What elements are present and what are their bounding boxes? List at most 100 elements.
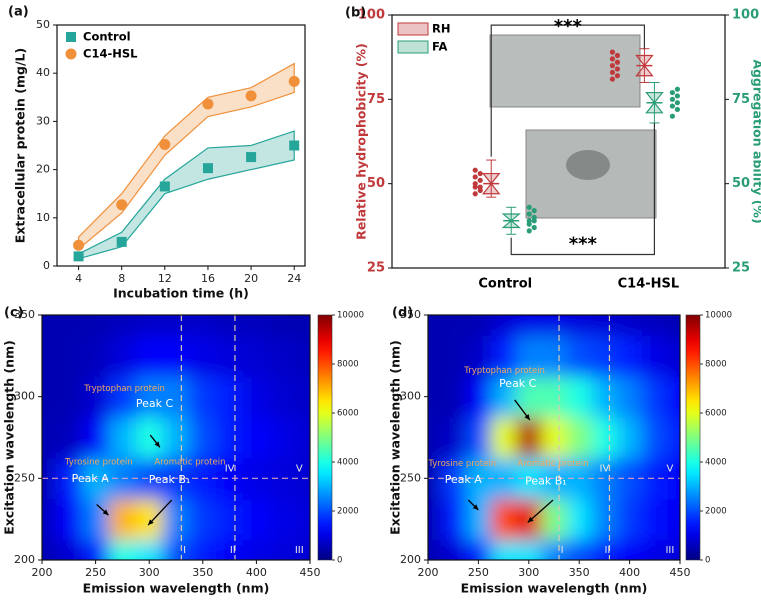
x-tick-label: Control xyxy=(478,277,532,292)
x-tick-label: 450 xyxy=(300,566,321,579)
contour-cell xyxy=(243,376,270,417)
significance-label: *** xyxy=(554,16,583,37)
legend-label: Control xyxy=(83,30,131,44)
marker xyxy=(116,199,127,210)
protein-label: Tryptophan protein xyxy=(83,384,165,394)
contour-cell xyxy=(189,417,216,458)
x-tick-label: 20 xyxy=(244,272,258,285)
contour-field xyxy=(403,274,706,600)
contour-cell xyxy=(270,417,297,458)
contour-cell xyxy=(516,417,542,458)
colorbar-tick-label: 2000 xyxy=(337,507,359,517)
x-tick-label: 250 xyxy=(468,566,489,579)
x-tick-label: 300 xyxy=(518,566,539,579)
peak-label: Peak B₁ xyxy=(149,473,191,486)
band xyxy=(79,131,295,259)
region-label: II xyxy=(230,545,236,556)
y-tick-label: 300 xyxy=(400,390,421,403)
data-point xyxy=(670,90,675,95)
y-tick-label: 250 xyxy=(400,471,421,484)
y-axis-label: Relative hydrophobicity (%) xyxy=(354,43,369,240)
contour-cell xyxy=(136,499,163,540)
contour-cell xyxy=(109,499,136,540)
contour-cell xyxy=(163,335,190,376)
contour-cell xyxy=(567,499,593,540)
contour-cell xyxy=(243,417,270,458)
contour-cell xyxy=(270,499,297,540)
contour-cell xyxy=(617,335,643,376)
region-label: V xyxy=(296,464,303,475)
legend-label: C14-HSL xyxy=(83,47,138,61)
contour-cell xyxy=(491,417,517,458)
colorbar-tick-label: 8000 xyxy=(705,360,727,370)
contour-cell xyxy=(270,376,297,417)
contour-cell xyxy=(642,458,668,499)
protein-label: Aromatic protein xyxy=(154,458,225,468)
protein-label: Tyrosine protein xyxy=(427,459,496,469)
contour-cell xyxy=(466,499,492,540)
colorbar-tick-label: 10000 xyxy=(705,311,732,321)
contour-cell xyxy=(466,417,492,458)
contour-cell xyxy=(567,417,593,458)
contour-cell xyxy=(15,417,56,458)
data-point xyxy=(527,211,532,216)
y-tick-label: 25 xyxy=(367,261,385,276)
legend-patch xyxy=(398,23,428,35)
y-tick-label: 75 xyxy=(367,92,385,107)
x-axis-label: Emission wavelength (nm) xyxy=(461,581,648,596)
protein-label: Tryptophan protein xyxy=(463,366,545,376)
contour-cell xyxy=(82,417,109,458)
contour-cell xyxy=(541,274,567,336)
contour-cell xyxy=(189,376,216,417)
contour-cell xyxy=(82,376,109,417)
data-point xyxy=(532,215,537,220)
contour-cell xyxy=(216,417,243,458)
data-point xyxy=(478,171,483,176)
colorbar-tick-label: 0 xyxy=(705,556,710,566)
contour-cell xyxy=(216,335,243,376)
contour-cell xyxy=(592,499,618,540)
contour-cell xyxy=(82,274,109,336)
data-point xyxy=(478,184,483,189)
contour-cell xyxy=(403,417,441,458)
region-label: V xyxy=(666,464,673,475)
peak-label: Peak C xyxy=(499,377,537,390)
contour-cell xyxy=(592,274,618,336)
y2-tick-label: 100 xyxy=(732,8,759,23)
contour-cell xyxy=(617,499,643,540)
contour-cell xyxy=(189,335,216,376)
y-tick-label: 200 xyxy=(14,553,35,566)
contour-cell xyxy=(216,499,243,540)
marker xyxy=(289,141,299,151)
contour-cell xyxy=(441,274,467,336)
protein-label: Tyrosine protein xyxy=(64,458,133,468)
contour-cell xyxy=(55,376,82,417)
y-axis-label: Excitation wavelength (nm) xyxy=(2,340,17,535)
colorbar-tick-label: 6000 xyxy=(705,409,727,419)
marker xyxy=(203,163,213,173)
contour-cell xyxy=(441,499,467,540)
contour-cell xyxy=(441,417,467,458)
y-tick-label: 30 xyxy=(36,114,50,127)
legend-label: RH xyxy=(432,22,450,36)
contour-cell xyxy=(541,499,567,540)
data-point xyxy=(615,73,620,78)
colorbar xyxy=(318,315,332,560)
y-axis-label: Excitation wavelength (nm) xyxy=(388,340,403,535)
peak-label: Peak C xyxy=(136,397,174,410)
contour-cell xyxy=(109,376,136,417)
contour-cell xyxy=(136,335,163,376)
contour-cell xyxy=(567,376,593,417)
data-point xyxy=(610,50,615,55)
contour-cell xyxy=(617,376,643,417)
contour-cell xyxy=(592,335,618,376)
legend-marker xyxy=(66,49,77,60)
x-tick-label: 4 xyxy=(75,272,82,285)
x-tick-label: 350 xyxy=(569,566,590,579)
y-tick-label: 200 xyxy=(400,553,421,566)
x-tick-label: 300 xyxy=(139,566,160,579)
x-tick-label: 12 xyxy=(158,272,172,285)
x-tick-label: 200 xyxy=(32,566,53,579)
